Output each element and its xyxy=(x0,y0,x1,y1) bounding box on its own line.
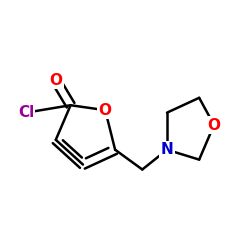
Text: N: N xyxy=(161,142,173,157)
Text: O: O xyxy=(99,103,112,118)
Text: Cl: Cl xyxy=(18,105,34,120)
Text: O: O xyxy=(49,73,62,88)
Text: O: O xyxy=(208,118,220,132)
